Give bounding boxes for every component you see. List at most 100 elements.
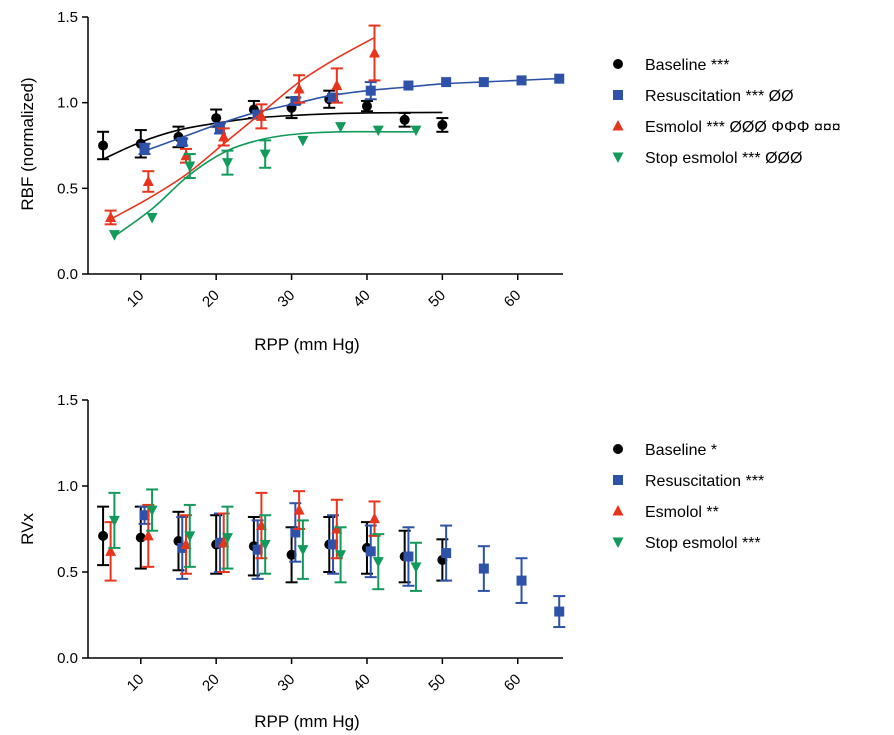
rbf-fit-line-baseline	[102, 111, 443, 160]
legend-marker-circle	[613, 59, 623, 69]
rbf-data-point	[108, 230, 120, 241]
rbf-data-point	[297, 135, 309, 147]
rbf-legend: Baseline *** Resuscitation *** ØØ Esmolol …	[612, 57, 841, 167]
rvx-data-point	[441, 548, 452, 559]
rbf-data-point	[98, 140, 109, 151]
legend-item-resuscitation: Resuscitation *** ØØ	[613, 88, 794, 105]
rvx-panel: 0.0 0.5 1.0 1.5 10 20 30 40 50 60 RPP (mm Hg) RVx…	[18, 392, 764, 731]
rbf-data-point	[184, 161, 196, 173]
legend-label: Resuscitation *** ØØ	[645, 88, 794, 105]
rvx-y-axis-title: RVx	[18, 513, 37, 545]
rbf-data-point	[410, 125, 422, 137]
rvx-data-point	[286, 549, 297, 560]
rbf-panel: 0.0 0.5 1.0 1.5 10 20 30 40 50 60 RPP (mm Hg) RBF…	[18, 9, 841, 354]
legend-item-resuscitation: Resuscitation ***	[613, 473, 764, 490]
rbf-data-point	[399, 114, 410, 125]
rbf-data-point	[365, 85, 376, 96]
rbf-y-tick-label: 0.0	[57, 266, 78, 283]
rvx-series-esmolol	[104, 490, 381, 582]
rvx-data-point	[554, 606, 565, 617]
legend-label: Baseline *	[645, 442, 717, 459]
rbf-x-tick-label: 60	[501, 287, 525, 311]
rvx-y-tick-label: 0.0	[57, 650, 78, 667]
rvx-series-resuscitation	[138, 502, 566, 629]
rvx-data-point	[365, 546, 376, 557]
rbf-data-point	[259, 149, 271, 161]
rbf-data-point	[293, 82, 305, 94]
rvx-data-point	[478, 563, 489, 574]
rbf-x-tick-label: 50	[425, 287, 449, 311]
rvx-data-point	[403, 551, 414, 562]
rbf-series-esmolol	[104, 24, 381, 226]
rvx-data-point	[252, 544, 263, 555]
rbf-data-point	[146, 212, 158, 224]
rvx-plot-area: 0.0 0.5 1.0 1.5 10 20 30 40 50 60	[57, 392, 566, 695]
rbf-data-point	[211, 113, 222, 124]
rvx-data-point	[98, 530, 109, 541]
rbf-fit-line-resuscitation	[140, 77, 556, 154]
rbf-fit-line-stop-esmolol	[113, 130, 416, 237]
rbf-y-tick-label: 1.5	[57, 9, 78, 26]
rvx-data-point	[108, 515, 120, 527]
rbf-data-point	[335, 122, 347, 133]
rvx-data-point	[218, 536, 230, 548]
rvx-data-point	[335, 550, 347, 561]
rbf-y-tick-label: 0.5	[57, 180, 78, 197]
rbf-x-tick-label: 30	[274, 287, 298, 311]
rbf-data-point	[139, 143, 150, 154]
rbf-data-point	[255, 110, 267, 121]
rbf-data-point	[478, 77, 489, 88]
legend-marker-triangle-down	[612, 537, 624, 548]
rvx-data-point	[221, 533, 233, 544]
rvx-y-tick-label: 0.5	[57, 564, 78, 581]
rvx-data-point	[255, 519, 267, 531]
rvx-data-point	[105, 545, 117, 556]
legend-marker-square	[613, 475, 623, 485]
rbf-y-axis-title: RBF (normalized)	[18, 77, 37, 210]
rbf-x-axis-title: RPP (mm Hg)	[254, 335, 359, 354]
rvx-legend: Baseline * Resuscitation *** Esmolol ** Sto…	[612, 442, 764, 552]
rvx-data-point	[146, 505, 158, 517]
rbf-data-point	[328, 92, 339, 103]
rbf-data-point	[372, 125, 384, 137]
rbf-data-point	[142, 175, 154, 186]
legend-item-baseline: Baseline *	[613, 442, 717, 459]
legend-item-stop-esmolol: Stop esmolol ***	[612, 535, 761, 552]
rvx-data-point	[259, 539, 271, 551]
rvx-series-stop-esmolol	[108, 488, 422, 592]
legend-marker-circle	[613, 444, 623, 454]
rbf-y-tick-label: 1.0	[57, 95, 78, 112]
rbf-x-tick-label: 20	[199, 287, 223, 311]
legend-label: Stop esmolol *** ØØØ	[645, 150, 802, 167]
rvx-data-point	[297, 545, 309, 556]
legend-marker-triangle-down	[612, 152, 624, 163]
rbf-data-point	[105, 211, 117, 222]
rbf-x-tick-label: 40	[350, 287, 374, 311]
rbf-data-point	[554, 73, 565, 84]
legend-marker-square	[613, 90, 623, 100]
rbf-x-tick-label: 10	[124, 287, 148, 311]
rvx-data-point	[142, 529, 154, 541]
rvx-x-tick-label: 40	[350, 671, 374, 695]
legend-label: Stop esmolol ***	[645, 535, 761, 552]
legend-item-esmolol: Esmolol *** ØØØ ΦΦΦ ¤¤¤	[612, 119, 841, 136]
legend-label: Resuscitation ***	[645, 473, 764, 490]
rvx-data-point	[290, 527, 301, 538]
rbf-data-point	[441, 77, 452, 88]
rbf-plot-area: 0.0 0.5 1.0 1.5 10 20 30 40 50 60	[57, 9, 565, 311]
rbf-data-point	[403, 80, 414, 91]
rvx-x-tick-label: 10	[124, 671, 148, 695]
rvx-series-baseline	[97, 505, 449, 584]
rvx-x-tick-label: 20	[199, 671, 223, 695]
legend-label: Baseline ***	[645, 57, 730, 74]
rvx-x-tick-label: 50	[425, 671, 449, 695]
legend-marker-triangle-up	[612, 505, 624, 516]
rbf-data-point	[437, 119, 448, 130]
legend-item-esmolol: Esmolol **	[612, 504, 719, 521]
legend-item-stop-esmolol: Stop esmolol *** ØØØ	[612, 150, 802, 167]
rvx-data-point	[180, 538, 192, 549]
rvx-x-axis-title: RPP (mm Hg)	[254, 712, 359, 731]
rvx-y-tick-label: 1.0	[57, 478, 78, 495]
rvx-data-point	[184, 531, 196, 542]
